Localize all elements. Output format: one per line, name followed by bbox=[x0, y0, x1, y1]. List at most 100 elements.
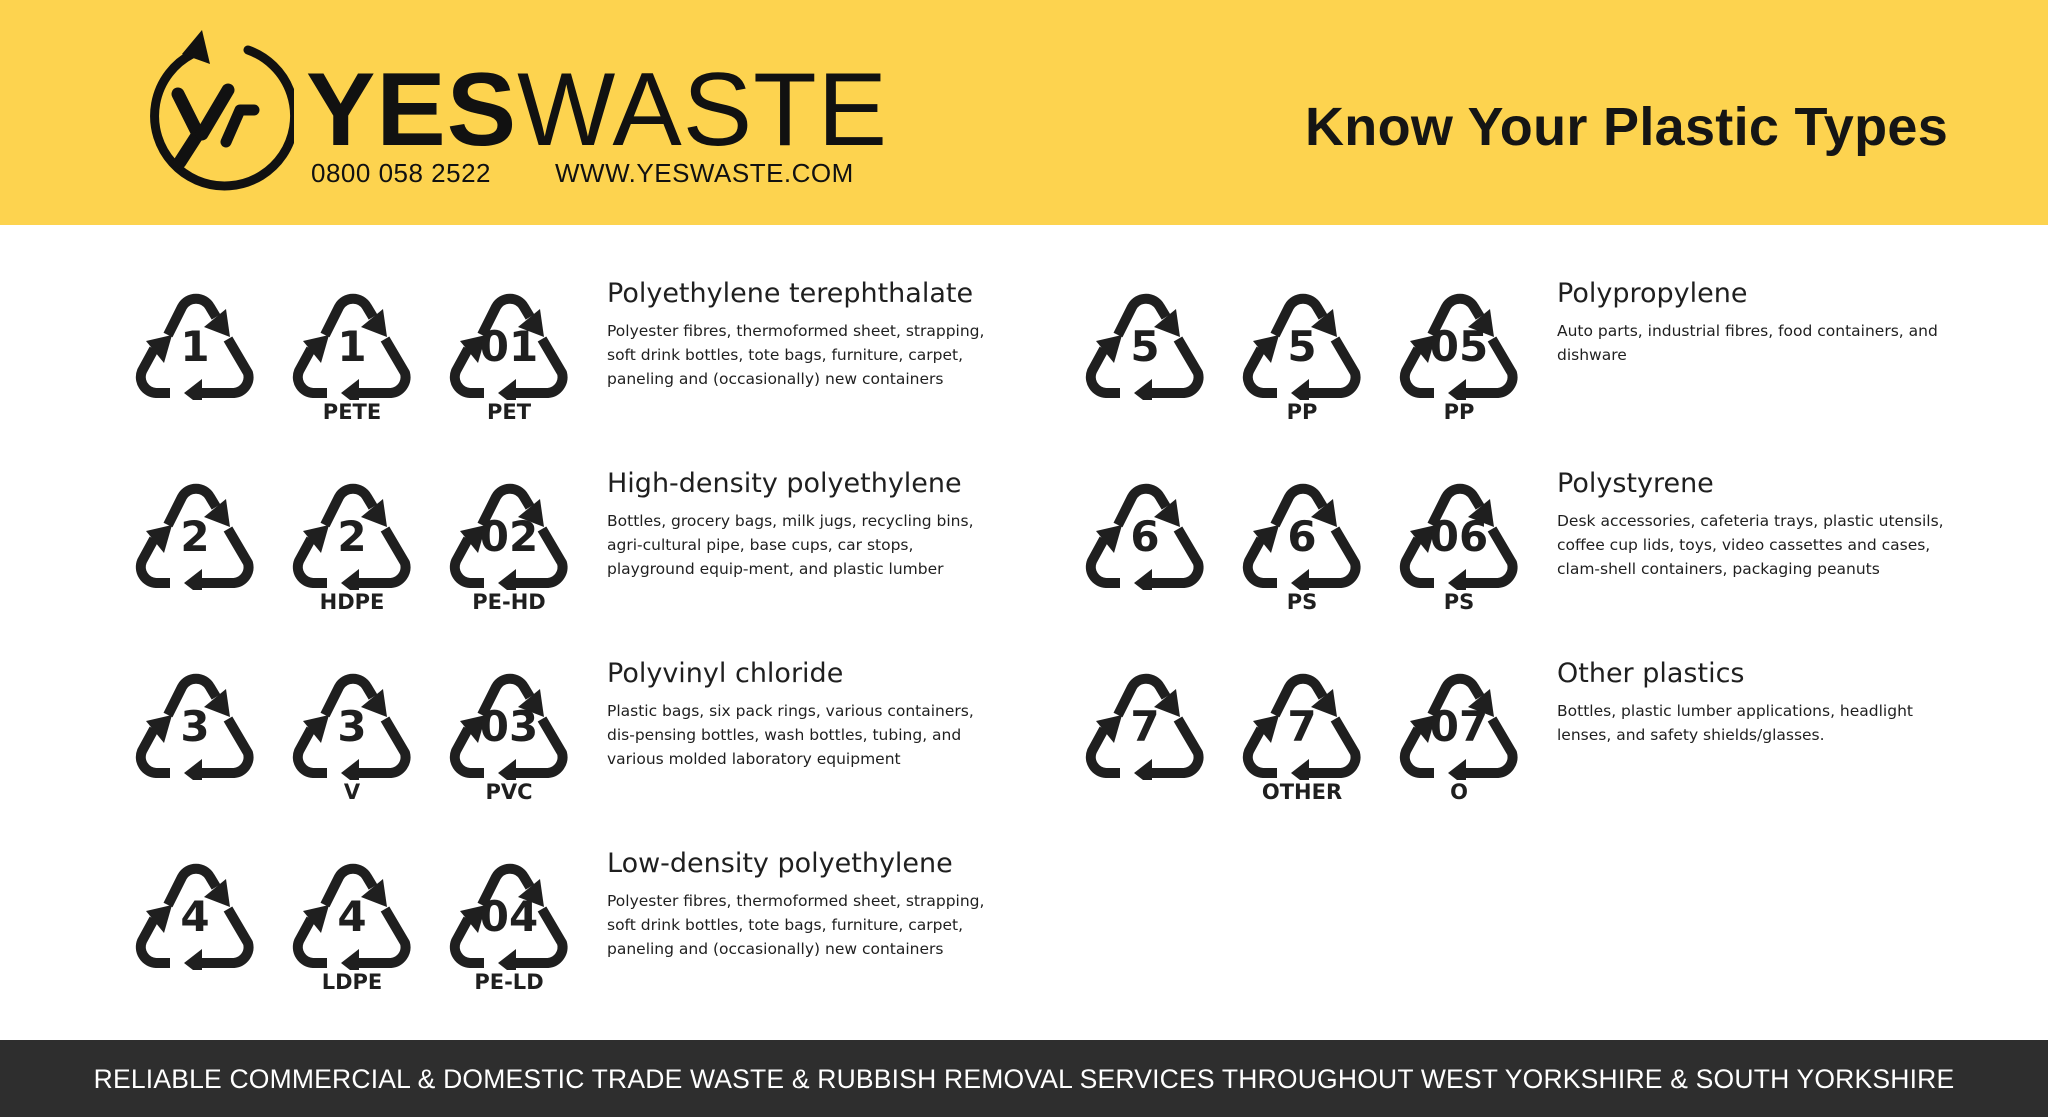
recycling-arrows-icon bbox=[449, 673, 568, 780]
yeswaste-logo-icon bbox=[150, 30, 294, 191]
plastic-type-description: Plastic bags, six pack rings, various co… bbox=[607, 702, 974, 768]
resin-code-number: 7 bbox=[1287, 702, 1317, 751]
resin-code-abbreviation: O bbox=[1450, 780, 1468, 804]
recycling-symbol: 4 bbox=[130, 845, 260, 995]
plastic-type-title: Polyvinyl chloride bbox=[607, 658, 844, 689]
recycling-symbol: 2 bbox=[130, 465, 260, 615]
resin-code-abbreviation: PE-HD bbox=[472, 590, 546, 614]
recycling-arrows-icon bbox=[1399, 483, 1518, 590]
plastic-type-title: Other plastics bbox=[1557, 658, 1745, 689]
resin-code-number: 02 bbox=[479, 512, 539, 561]
recycling-arrows-icon bbox=[292, 293, 411, 400]
resin-code-number: 3 bbox=[337, 702, 367, 751]
resin-code-number: 7 bbox=[1130, 702, 1160, 751]
recycling-symbol: 05 PP bbox=[1394, 275, 1524, 425]
recycling-arrows-icon bbox=[1085, 673, 1204, 780]
recycling-arrows-icon bbox=[135, 293, 254, 400]
resin-code-abbreviation: PETE bbox=[322, 400, 382, 424]
recycling-arrows-icon bbox=[292, 483, 411, 590]
plastic-type-group: 3 3 V 03 PVC Polyvinyl chloride Plastic bags, … bbox=[130, 655, 1080, 805]
page-title: Know Your Plastic Types bbox=[1305, 97, 1949, 157]
plastic-type-group: 1 1 PETE 01 PET Polyethylene terephthalate Pol… bbox=[130, 275, 1080, 425]
resin-code-number: 6 bbox=[1130, 512, 1160, 561]
brand-name: YESWASTE bbox=[306, 58, 888, 162]
resin-code-number: 07 bbox=[1429, 702, 1489, 751]
resin-code-abbreviation: PE-LD bbox=[474, 970, 544, 994]
resin-code-abbreviation: LDPE bbox=[321, 970, 383, 994]
plastic-type-group: 7 7 OTHER 07 O Other plastics Bottles, plastic… bbox=[1080, 655, 2030, 805]
resin-code-number: 5 bbox=[1130, 322, 1160, 371]
plastic-type-description: Polyester fibres, thermoformed sheet, st… bbox=[607, 892, 985, 958]
recycling-symbol: 1 bbox=[130, 275, 260, 425]
resin-code-abbreviation: PS bbox=[1443, 590, 1475, 614]
website-url: WWW.YESWASTE.COM bbox=[555, 158, 854, 188]
recycling-arrows-icon bbox=[1242, 673, 1361, 780]
resin-code-number: 2 bbox=[180, 512, 210, 561]
resin-code-abbreviation: PS bbox=[1286, 590, 1318, 614]
resin-code-number: 05 bbox=[1429, 322, 1489, 371]
recycling-symbol: 3 bbox=[130, 655, 260, 805]
recycling-symbol: 6 PS bbox=[1237, 465, 1367, 615]
resin-code-number: 6 bbox=[1287, 512, 1317, 561]
resin-code-abbreviation: PVC bbox=[485, 780, 533, 804]
recycling-symbol: 01 PET bbox=[444, 275, 574, 425]
plastic-type-description: Desk accessories, cafeteria trays, plast… bbox=[1557, 512, 1944, 578]
recycling-arrows-icon bbox=[135, 673, 254, 780]
resin-code-number: 1 bbox=[337, 322, 367, 371]
recycling-arrows-icon bbox=[135, 483, 254, 590]
resin-code-number: 5 bbox=[1287, 322, 1317, 371]
resin-code-number: 2 bbox=[337, 512, 367, 561]
resin-code-abbreviation: OTHER bbox=[1261, 780, 1343, 804]
recycling-symbol: 5 PP bbox=[1237, 275, 1367, 425]
recycling-symbol: 6 bbox=[1080, 465, 1210, 615]
recycling-symbol: 1 PETE bbox=[287, 275, 417, 425]
recycling-symbol: 5 bbox=[1080, 275, 1210, 425]
recycling-arrows-icon bbox=[292, 863, 411, 970]
recycling-arrows-icon bbox=[1399, 673, 1518, 780]
footer-banner: RELIABLE COMMERCIAL & DOMESTIC TRADE WAS… bbox=[0, 1040, 2048, 1117]
resin-code-number: 06 bbox=[1429, 512, 1489, 561]
header-banner: YESWASTE 0800 058 2522 WWW.YESWASTE.COM … bbox=[0, 0, 2048, 225]
resin-code-number: 04 bbox=[479, 892, 539, 941]
recycling-symbol: 07 O bbox=[1394, 655, 1524, 805]
resin-code-abbreviation: PP bbox=[1286, 400, 1318, 424]
resin-code-number: 01 bbox=[479, 322, 539, 371]
recycling-arrows-icon bbox=[449, 483, 568, 590]
plastic-type-group: 6 6 PS 06 PS Polystyrene Desk accessories, caf… bbox=[1080, 465, 2030, 615]
recycling-arrows-icon bbox=[1085, 293, 1204, 400]
recycling-arrows-icon bbox=[449, 293, 568, 400]
recycling-symbol: 4 LDPE bbox=[287, 845, 417, 995]
resin-code-abbreviation: PP bbox=[1443, 400, 1475, 424]
plastic-type-title: Polystyrene bbox=[1557, 468, 1714, 499]
phone-number: 0800 058 2522 bbox=[311, 158, 492, 188]
plastic-type-description: Bottles, grocery bags, milk jugs, recycl… bbox=[607, 512, 974, 578]
plastic-type-description: Bottles, plastic lumber applications, he… bbox=[1557, 702, 1913, 744]
resin-code-number: 4 bbox=[337, 892, 367, 941]
plastic-type-title: High-density polyethylene bbox=[607, 468, 962, 499]
plastic-type-description: Polyester fibres, thermoformed sheet, st… bbox=[607, 322, 985, 388]
resin-code-number: 03 bbox=[479, 702, 539, 751]
recycling-symbol: 06 PS bbox=[1394, 465, 1524, 615]
recycling-arrows-icon bbox=[1085, 483, 1204, 590]
recycling-arrows-icon bbox=[1242, 483, 1361, 590]
recycling-symbol: 2 HDPE bbox=[287, 465, 417, 615]
recycling-symbol: 7 bbox=[1080, 655, 1210, 805]
resin-code-number: 3 bbox=[180, 702, 210, 751]
plastic-type-description: Auto parts, industrial fibres, food cont… bbox=[1557, 322, 1938, 364]
plastic-type-title: Low-density polyethylene bbox=[607, 848, 953, 879]
recycling-arrows-icon bbox=[135, 863, 254, 970]
recycling-symbol: 03 PVC bbox=[444, 655, 574, 805]
resin-code-number: 4 bbox=[180, 892, 210, 941]
recycling-arrows-icon bbox=[1399, 293, 1518, 400]
resin-code-abbreviation: HDPE bbox=[319, 590, 385, 614]
recycling-arrows-icon bbox=[1242, 293, 1361, 400]
plastic-type-group: 5 5 PP 05 PP Polypropylene Auto parts, industr… bbox=[1080, 275, 2030, 425]
footer-tagline: RELIABLE COMMERCIAL & DOMESTIC TRADE WAS… bbox=[93, 1064, 1955, 1094]
brand-yes: YES bbox=[306, 52, 518, 168]
resin-code-abbreviation: V bbox=[343, 780, 361, 804]
recycling-arrows-icon bbox=[449, 863, 568, 970]
resin-code-number: 1 bbox=[180, 322, 210, 371]
brand-waste: WASTE bbox=[517, 52, 889, 168]
recycling-symbol: 02 PE-HD bbox=[444, 465, 574, 615]
